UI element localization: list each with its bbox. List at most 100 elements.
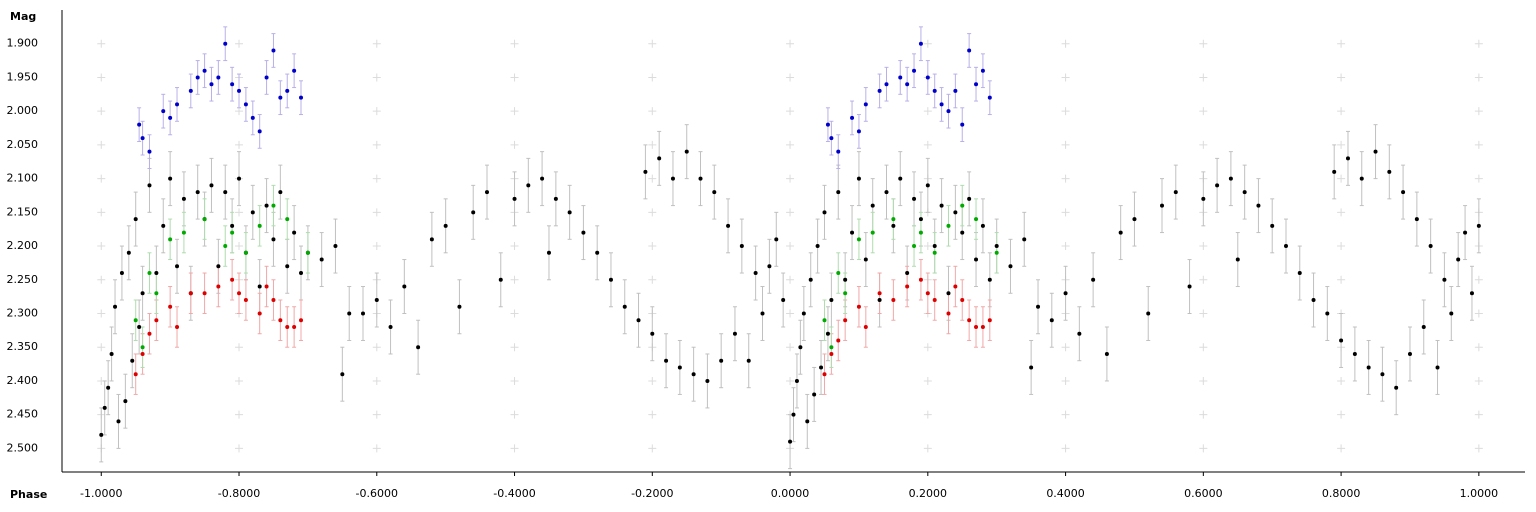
point (1091, 277, 1096, 282)
point (960, 122, 965, 127)
point (181, 230, 186, 235)
point (1270, 223, 1275, 228)
point (1256, 203, 1261, 208)
point (1435, 365, 1440, 370)
point (808, 277, 813, 282)
grid-cross (786, 275, 795, 284)
point (106, 385, 111, 390)
point (278, 318, 283, 323)
grid-cross (1061, 410, 1070, 419)
point (237, 291, 242, 296)
grid-cross (1337, 107, 1346, 116)
point (1160, 203, 1165, 208)
point (188, 291, 193, 296)
point (918, 41, 923, 46)
point (980, 324, 985, 329)
point (905, 271, 910, 276)
point (1311, 298, 1316, 303)
point (140, 136, 145, 141)
grid-cross (1061, 39, 1070, 48)
point (1063, 291, 1068, 296)
point (1352, 351, 1357, 356)
x-tick-label: 0.6000 (1184, 487, 1223, 500)
point (388, 324, 393, 329)
point (526, 183, 531, 188)
point (1345, 156, 1350, 161)
grid-cross (786, 343, 795, 352)
point (712, 190, 717, 195)
point (402, 284, 407, 289)
point (987, 95, 992, 100)
grid-cross (786, 208, 795, 217)
point (202, 68, 207, 73)
point (429, 237, 434, 242)
grid-cross (510, 444, 519, 453)
point (333, 244, 338, 249)
point (285, 324, 290, 329)
x-tick-label: -0.8000 (218, 487, 260, 500)
grid-cross (235, 410, 244, 419)
grid-cross (510, 343, 519, 352)
point (781, 298, 786, 303)
point (168, 237, 173, 242)
point (140, 291, 145, 296)
point (1414, 217, 1419, 222)
point (1449, 311, 1454, 316)
point (216, 284, 221, 289)
point (1215, 183, 1220, 188)
point (788, 439, 793, 444)
point (299, 95, 304, 100)
grid-cross (1337, 275, 1346, 284)
grid-cross (97, 343, 106, 352)
point (698, 176, 703, 181)
point (216, 264, 221, 269)
point (133, 372, 138, 377)
point (1297, 271, 1302, 276)
point (553, 196, 558, 201)
point (230, 230, 235, 235)
point (877, 291, 882, 296)
y-axis-label: Mag (10, 10, 36, 23)
point (884, 82, 889, 87)
grid-cross (372, 376, 381, 385)
grid-cross (786, 242, 795, 251)
point (154, 271, 159, 276)
grid-cross (372, 242, 381, 251)
point (622, 304, 627, 309)
point (181, 196, 186, 201)
grid-cross (1061, 242, 1070, 251)
point (99, 432, 104, 437)
point (932, 244, 937, 249)
point (126, 250, 131, 255)
point (1104, 351, 1109, 356)
point (1008, 264, 1013, 269)
point (168, 304, 173, 309)
point (161, 109, 166, 114)
point (243, 102, 248, 107)
point (918, 277, 923, 282)
grid-cross (1474, 309, 1483, 318)
point (884, 190, 889, 195)
point (264, 203, 269, 208)
grid-cross (1337, 444, 1346, 453)
point (805, 419, 810, 424)
point (1242, 190, 1247, 195)
point (836, 271, 841, 276)
x-tick-label: 0.8000 (1322, 487, 1361, 500)
grid-cross (235, 107, 244, 116)
point (1146, 311, 1151, 316)
y-tick-label: 2.100 (7, 172, 39, 185)
point (130, 358, 135, 363)
point (1029, 365, 1034, 370)
point (739, 244, 744, 249)
point (987, 277, 992, 282)
grid-cross (1474, 376, 1483, 385)
grid-cross (648, 140, 657, 149)
grid-cross (923, 343, 932, 352)
grid-cross (372, 107, 381, 116)
point (102, 405, 107, 410)
grid-cross (786, 309, 795, 318)
point (912, 244, 917, 249)
y-tick-label: 2.250 (7, 273, 39, 286)
point (278, 190, 283, 195)
